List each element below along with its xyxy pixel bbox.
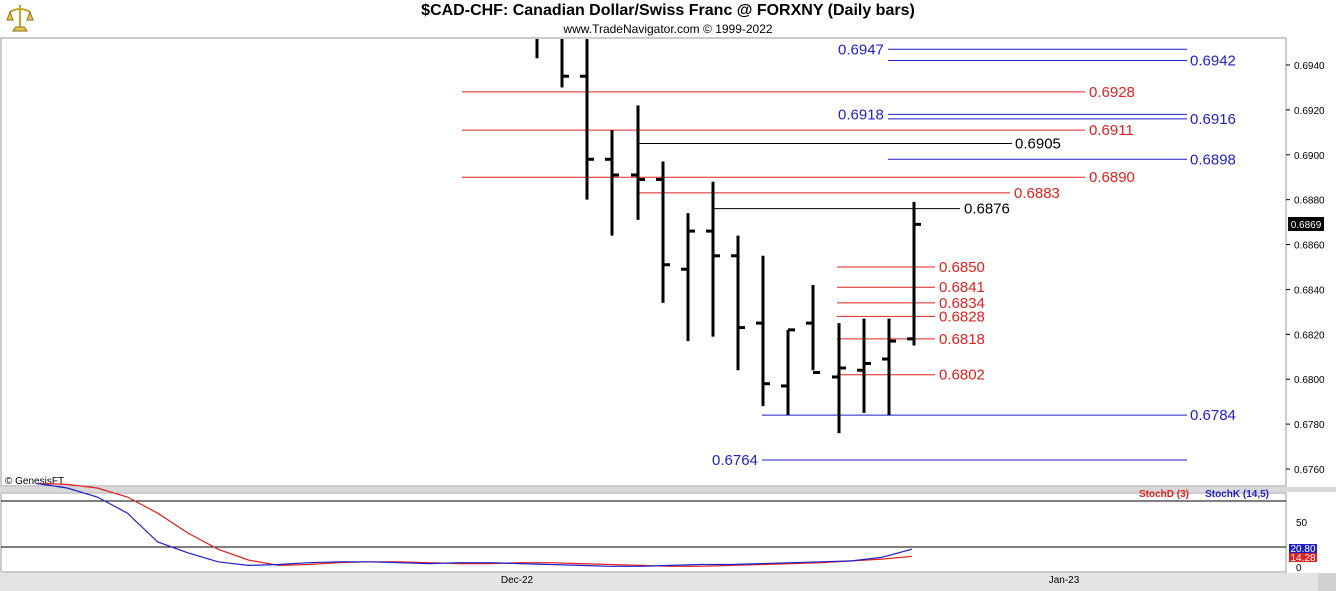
panel-separator: [0, 487, 1336, 492]
y-tick-label: 0.6900: [1294, 151, 1325, 162]
y-tick-label: 0.6800: [1294, 375, 1325, 386]
level-label-0.6911: 0.6911: [1089, 122, 1134, 139]
stoch-line-StochD: [36, 482, 913, 567]
level-label-0.6905: 0.6905: [1015, 136, 1061, 153]
legend-stochD: StochD (3): [1139, 489, 1189, 500]
y-tick-label: 0.6840: [1294, 285, 1325, 296]
price-panel: [0, 37, 1287, 487]
chart-title: $CAD-CHF: Canadian Dollar/Swiss Franc @ …: [421, 2, 915, 19]
stochD-last-label: 14.28: [1290, 553, 1315, 564]
level-lines: 0.6947 0.6942 0.6928 0.6918 0.6916 0.6911 0.69…: [462, 41, 1236, 469]
level-label-0.6928: 0.6928: [1089, 84, 1135, 101]
last-price-label: 0.6869: [1291, 220, 1322, 231]
level-label-0.6818: 0.6818: [939, 331, 985, 348]
stoch-tick-50: 50: [1296, 518, 1308, 529]
level-label-0.6764: 0.6764: [712, 452, 758, 469]
y-tick-label: 0.6780: [1294, 420, 1325, 431]
level-label-0.6916: 0.6916: [1190, 111, 1236, 128]
stoch-tick-0: 0: [1296, 563, 1302, 574]
level-label-0.6876: 0.6876: [964, 201, 1010, 218]
level-label-0.6828: 0.6828: [939, 308, 985, 325]
y-tick-label: 0.6920: [1294, 106, 1325, 117]
level-label-0.6802: 0.6802: [939, 367, 985, 384]
stochastic-panel: [0, 492, 1287, 573]
level-label-0.6834: 0.6834: [939, 295, 985, 312]
stoch-line-StochK: [36, 482, 913, 567]
chart-header: $CAD-CHF: Canadian Dollar/Swiss Franc @ …: [0, 0, 1336, 38]
genesis-logo-icon: [6, 5, 34, 32]
level-label-0.6890: 0.6890: [1089, 169, 1135, 186]
y-tick-label: 0.6880: [1294, 196, 1325, 207]
watermark: © GenesisFT: [5, 476, 64, 487]
x-tick-jan: Jan-23: [1049, 575, 1080, 586]
last-price-marker: 0.6869: [1288, 217, 1324, 231]
price-bars: [535, 39, 921, 434]
y-tick-label: 0.6860: [1294, 241, 1325, 252]
stoch-value-boxes: 20.80 14.28: [1289, 544, 1317, 564]
stoch-lines: [36, 482, 913, 567]
level-label-0.6841: 0.6841: [939, 279, 985, 296]
level-label-0.6942: 0.6942: [1190, 53, 1236, 70]
stochK-last-label: 20.80: [1290, 544, 1315, 555]
legend-stochK: StochK (14,5): [1205, 489, 1269, 500]
level-label-0.6850: 0.6850: [939, 259, 985, 276]
y-tick-label: 0.6820: [1294, 330, 1325, 341]
level-label-0.6898: 0.6898: [1190, 151, 1236, 168]
level-label-0.6784: 0.6784: [1190, 407, 1236, 424]
level-label-0.6918: 0.6918: [838, 106, 884, 123]
chart-subtitle: www.TradeNavigator.com © 1999-2022: [563, 22, 773, 36]
y-tick-label: 0.6940: [1294, 61, 1325, 72]
x-tick-dec: Dec-22: [501, 575, 534, 586]
level-label-0.6947: 0.6947: [838, 41, 884, 58]
y-tick-label: 0.6760: [1294, 465, 1325, 476]
x-axis-bar: [0, 573, 1336, 591]
price-y-axis: 0.6760 0.6780 0.6800 0.6820 0.6840 0.6860 0.68…: [1286, 61, 1325, 476]
corner-box: [1318, 573, 1336, 591]
level-label-0.6883: 0.6883: [1014, 185, 1060, 202]
